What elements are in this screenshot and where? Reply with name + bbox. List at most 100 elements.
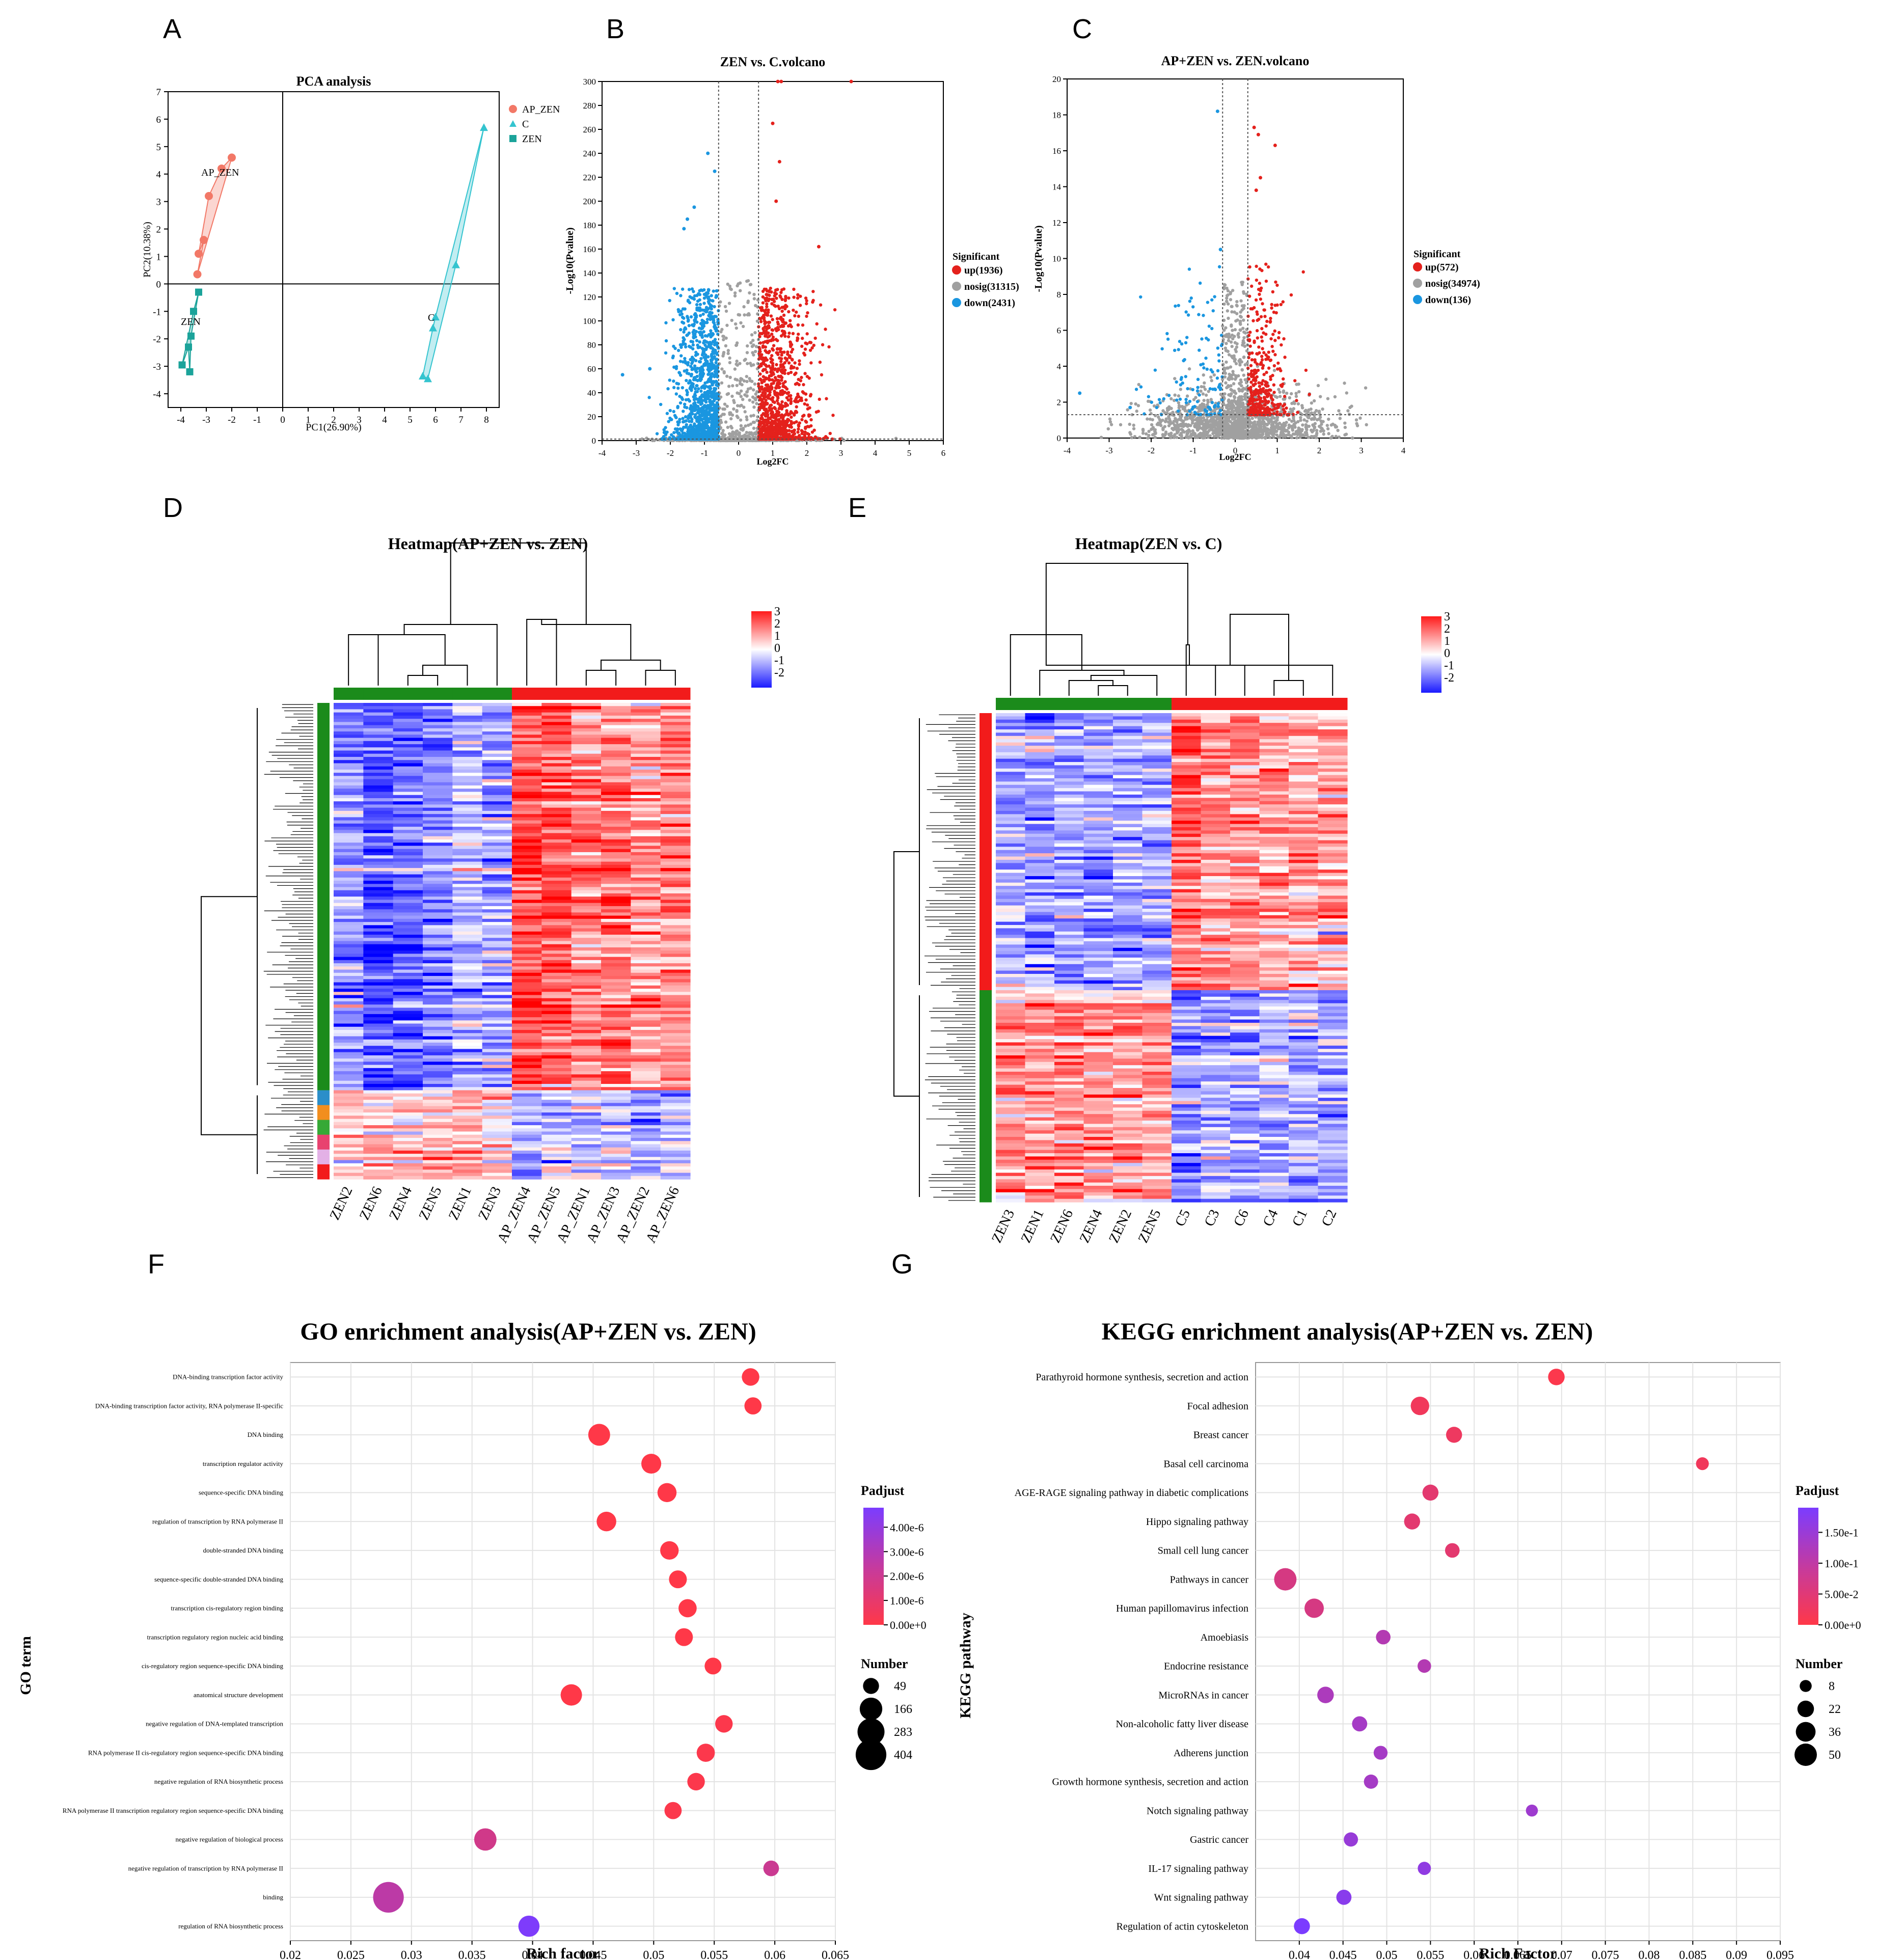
nosig-point bbox=[752, 297, 756, 301]
y-tick-label: 220 bbox=[583, 173, 596, 182]
y-tick-label: 20 bbox=[587, 412, 596, 422]
up-point bbox=[815, 322, 819, 326]
up-point bbox=[797, 427, 800, 431]
up-point bbox=[761, 289, 765, 293]
pca-group-label-apzen: AP_ZEN bbox=[201, 167, 239, 178]
nosig-point bbox=[1310, 411, 1314, 415]
up-point bbox=[792, 295, 796, 299]
down-point bbox=[701, 368, 705, 372]
up-point bbox=[817, 244, 821, 249]
y-tick-label: -2 bbox=[153, 334, 161, 345]
up-point bbox=[805, 314, 808, 318]
nosig-point bbox=[1202, 385, 1206, 389]
nosig-point bbox=[1338, 412, 1342, 416]
up-point bbox=[796, 332, 800, 336]
down-point bbox=[689, 315, 693, 319]
nosig-point bbox=[1272, 416, 1276, 420]
down-point bbox=[676, 308, 680, 312]
nosig-point bbox=[1219, 393, 1222, 396]
nosig-point bbox=[1256, 420, 1260, 424]
up-point bbox=[775, 296, 778, 300]
nosig-point bbox=[727, 385, 731, 388]
up-point bbox=[776, 304, 780, 308]
down-point bbox=[692, 329, 696, 332]
y-tick-label: 2 bbox=[1057, 398, 1062, 407]
nosig-point bbox=[745, 430, 749, 434]
down-point bbox=[713, 325, 716, 329]
nosig-point bbox=[743, 410, 747, 414]
volcano-b-legend-nosig: nosig(31315) bbox=[964, 281, 1019, 292]
down-point bbox=[677, 431, 681, 435]
down-point bbox=[683, 338, 686, 341]
up-point bbox=[779, 364, 783, 367]
y-tick-label: 8 bbox=[1057, 290, 1062, 300]
down-point bbox=[681, 431, 685, 435]
down-point bbox=[686, 361, 690, 365]
up-point bbox=[761, 301, 765, 305]
up-point bbox=[763, 407, 767, 411]
up-point bbox=[761, 369, 765, 372]
nosig-point bbox=[748, 291, 751, 295]
nosig-point bbox=[1191, 415, 1195, 419]
up-point bbox=[778, 294, 782, 297]
nosig-point bbox=[748, 377, 751, 380]
up-point bbox=[777, 414, 781, 417]
nosig-point bbox=[725, 392, 729, 396]
up-point bbox=[800, 375, 803, 379]
down-point bbox=[698, 309, 701, 312]
down-point bbox=[712, 289, 715, 293]
nosig-point bbox=[1261, 419, 1265, 423]
nosig-point bbox=[1154, 431, 1157, 434]
down-point bbox=[704, 419, 708, 422]
panel-label-c: C bbox=[1072, 14, 1092, 44]
nosig-point bbox=[748, 398, 751, 402]
nosig-point bbox=[1291, 432, 1295, 436]
y-tick-label: 2 bbox=[156, 225, 161, 235]
nosig-point bbox=[1315, 431, 1319, 435]
nosig-point bbox=[733, 367, 737, 371]
nosig-point bbox=[753, 331, 757, 335]
volcano-b-x-label: Log2FC bbox=[757, 456, 789, 467]
nosig-point bbox=[721, 413, 725, 416]
nosig-point bbox=[1336, 428, 1340, 432]
down-point bbox=[692, 433, 696, 438]
pca-x-label: PC1(26.90%) bbox=[306, 422, 361, 433]
up-point bbox=[791, 332, 795, 336]
nosig-point bbox=[1202, 398, 1206, 402]
nosig-point bbox=[736, 284, 739, 288]
nosig-point bbox=[724, 336, 728, 340]
y-tick-label: 80 bbox=[587, 340, 596, 350]
nosig-point bbox=[1346, 409, 1350, 413]
y-tick-label: 0 bbox=[592, 436, 596, 446]
down-point bbox=[685, 406, 689, 410]
y-tick-label: 4 bbox=[156, 170, 161, 180]
down-point bbox=[699, 357, 703, 361]
down-point bbox=[665, 412, 669, 415]
down-point bbox=[681, 417, 685, 420]
down-point bbox=[700, 289, 704, 292]
up-point bbox=[762, 360, 766, 363]
nosig-point bbox=[1167, 420, 1171, 424]
down-point bbox=[694, 317, 697, 321]
up-point bbox=[780, 350, 784, 355]
nosig-point bbox=[736, 363, 739, 367]
up-point bbox=[817, 410, 820, 413]
x-tick-label: 0 bbox=[1233, 446, 1238, 455]
nosig-point bbox=[1287, 426, 1291, 430]
down-point bbox=[704, 291, 709, 295]
nosig-point bbox=[1271, 434, 1275, 439]
down-point bbox=[703, 414, 707, 418]
y-tick-label: 180 bbox=[583, 221, 596, 230]
down-point bbox=[694, 350, 698, 355]
up-point bbox=[761, 345, 765, 349]
up-point bbox=[800, 344, 804, 348]
down-point bbox=[710, 430, 714, 433]
nosig-point bbox=[746, 362, 749, 365]
x-tick-label: 5 bbox=[907, 448, 912, 458]
up-point bbox=[805, 302, 808, 306]
nosig-point bbox=[720, 367, 724, 371]
up-point bbox=[772, 304, 776, 307]
nosig-point bbox=[735, 429, 739, 433]
down-point bbox=[685, 393, 689, 396]
down-point bbox=[620, 373, 624, 377]
